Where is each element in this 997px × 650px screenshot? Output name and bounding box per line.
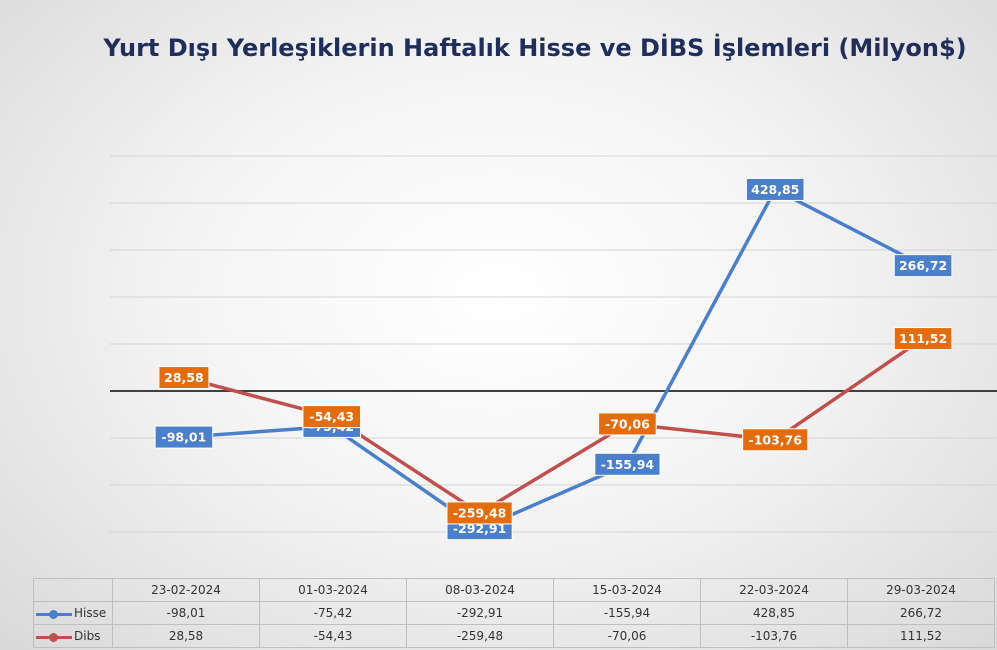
- data-label-dibs: -259,48: [446, 501, 513, 525]
- legend-entry-dibs: Dibs: [33, 624, 113, 648]
- table-cell: -54,43: [259, 624, 407, 648]
- svg-text:-103,76: -103,76: [749, 432, 803, 447]
- table-cell: -70,06: [553, 624, 701, 648]
- svg-text:28,58: 28,58: [164, 370, 204, 385]
- chart-title: Yurt Dışı Yerleşiklerin Haftalık Hisse v…: [103, 34, 967, 62]
- svg-text:-98,01: -98,01: [162, 430, 207, 445]
- table-cell: 28,58: [112, 624, 260, 648]
- svg-text:266,72: 266,72: [899, 258, 947, 273]
- category-header: 01-03-2024: [259, 578, 407, 602]
- table-cell: -103,76: [700, 624, 848, 648]
- svg-text:-155,94: -155,94: [601, 457, 655, 472]
- legend-key-dibs: [36, 632, 72, 642]
- table-cell: 111,52: [847, 624, 995, 648]
- table-cell: -155,94: [553, 601, 701, 625]
- gridlines: [110, 155, 997, 533]
- data-label-hisse: 266,72: [893, 254, 953, 278]
- data-label-dibs: 28,58: [158, 366, 210, 390]
- data-label-hisse: 428,85: [745, 177, 805, 201]
- table-cell: -292,91: [406, 601, 554, 625]
- data-label-hisse: -98,01: [154, 425, 214, 449]
- category-header: 29-03-2024: [847, 578, 995, 602]
- data-label-dibs: -54,43: [302, 405, 362, 429]
- svg-text:428,85: 428,85: [751, 182, 799, 197]
- table-cell: -75,42: [259, 601, 407, 625]
- series-line-dibs: [183, 337, 925, 515]
- category-header: 08-03-2024: [406, 578, 554, 602]
- svg-text:111,52: 111,52: [899, 331, 947, 346]
- table-cell: 266,72: [847, 601, 995, 625]
- svg-text:-54,43: -54,43: [309, 409, 354, 424]
- data-labels: -98,01-75,42-292,91-155,94428,85266,7228…: [154, 177, 953, 541]
- svg-text:-70,06: -70,06: [605, 416, 650, 431]
- table-cell: 428,85: [700, 601, 848, 625]
- svg-text:-259,48: -259,48: [453, 505, 506, 520]
- data-label-dibs: -103,76: [742, 428, 809, 452]
- table-row-dibs: Dibs 28,58 -54,43 -259,48 -70,06 -103,76…: [33, 624, 995, 648]
- svg-text:-292,91: -292,91: [453, 521, 506, 536]
- category-header: 23-02-2024: [112, 578, 260, 602]
- table-cell: -259,48: [406, 624, 554, 648]
- category-header: 22-03-2024: [700, 578, 848, 602]
- table-row-hisse: Hisse -98,01 -75,42 -292,91 -155,94 428,…: [33, 601, 995, 625]
- data-label-dibs: -70,06: [598, 412, 657, 436]
- category-header: 15-03-2024: [553, 578, 701, 602]
- table-header-row: 23-02-2024 01-03-2024 08-03-2024 15-03-2…: [33, 578, 995, 602]
- table-cell: -98,01: [112, 601, 260, 625]
- data-label-hisse: -155,94: [594, 452, 661, 476]
- legend-label-dibs: Dibs: [74, 629, 101, 643]
- legend-key-hisse: [36, 609, 72, 619]
- data-label-dibs: 111,52: [893, 327, 953, 351]
- data-table: 23-02-2024 01-03-2024 08-03-2024 15-03-2…: [33, 578, 995, 648]
- legend-entry-hisse: Hisse: [33, 601, 113, 625]
- series-line-hisse: [183, 187, 924, 531]
- table-corner: [33, 578, 113, 602]
- legend-label-hisse: Hisse: [74, 606, 107, 620]
